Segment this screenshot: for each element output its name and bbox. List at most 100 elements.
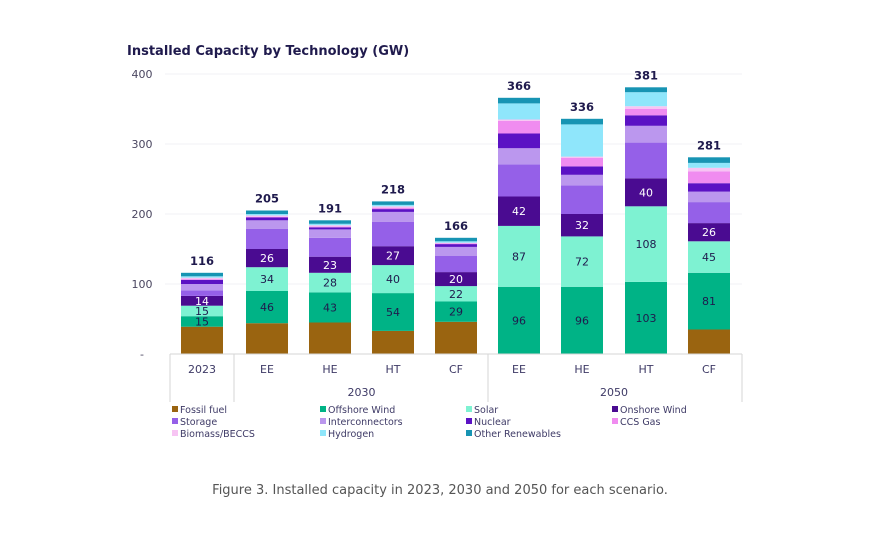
bar-segment xyxy=(181,316,223,327)
segment-label: 81 xyxy=(702,295,716,308)
legend-swatch xyxy=(612,406,618,412)
bar-segment xyxy=(181,290,223,296)
total-label: 381 xyxy=(634,68,658,82)
legend-item: CCS Gas xyxy=(612,417,660,428)
bar-segment xyxy=(246,291,288,324)
bar-segment xyxy=(688,223,730,242)
segment-label: 28 xyxy=(323,277,337,290)
segment-label: 40 xyxy=(639,186,653,199)
bar-segment xyxy=(246,216,288,218)
bar-segment xyxy=(181,279,223,284)
bar-segment xyxy=(246,215,288,217)
bar-segment xyxy=(372,204,414,207)
bar-segment xyxy=(688,329,730,354)
total-label: 366 xyxy=(507,79,531,93)
bar-segment xyxy=(246,249,288,268)
total-label: 116 xyxy=(190,254,214,268)
bar-segment xyxy=(688,167,730,172)
bar-segment xyxy=(688,171,730,184)
bar-segment xyxy=(625,142,667,179)
bar-segment xyxy=(372,207,414,210)
bar-segment xyxy=(246,217,288,221)
bar-segment xyxy=(625,87,667,93)
bar-segment xyxy=(625,109,667,116)
legend-item: Onshore Wind xyxy=(612,405,687,416)
bar-segment xyxy=(372,209,414,212)
bar-segment xyxy=(688,157,730,163)
bar-segment xyxy=(435,246,477,256)
bar-segment xyxy=(435,272,477,287)
bar-segment xyxy=(309,256,351,273)
bar-stack: 29 22 20 xyxy=(435,237,477,354)
legend-label: Nuclear xyxy=(474,417,511,428)
segment-label: 54 xyxy=(386,306,400,319)
bar-segment xyxy=(625,178,667,207)
x-tick-label: EE xyxy=(260,363,274,376)
legend-label: Solar xyxy=(474,405,498,416)
bar-segment xyxy=(181,276,223,278)
bar-segment xyxy=(498,148,540,165)
segment-label: 103 xyxy=(636,312,657,325)
legend-item: Nuclear xyxy=(466,417,511,428)
legend-item: Interconnectors xyxy=(320,417,403,428)
bar-segment xyxy=(561,158,603,167)
legend-item: Offshore Wind xyxy=(320,405,395,416)
legend-item: Hydrogen xyxy=(320,429,374,440)
segment-label: 46 xyxy=(260,301,274,314)
segment-label: 29 xyxy=(449,306,463,319)
bar-segment xyxy=(435,256,477,273)
segment-label: 27 xyxy=(386,250,400,263)
segment-label: 96 xyxy=(575,314,589,327)
bar-segment xyxy=(372,265,414,294)
bar-segment xyxy=(498,133,540,149)
legend-item: Fossil fuel xyxy=(172,405,227,416)
y-tick-label: 400 xyxy=(132,68,153,81)
segment-label: 43 xyxy=(323,301,337,314)
total-label: 281 xyxy=(697,138,721,152)
bar-segment xyxy=(435,242,477,244)
bar-segment xyxy=(309,237,351,257)
segment-label: 34 xyxy=(260,273,274,286)
bar-segment xyxy=(372,246,414,266)
bar-segment xyxy=(625,206,667,282)
legend-label: Offshore Wind xyxy=(328,405,395,416)
segment-label: 14 xyxy=(195,295,209,308)
bar-segment xyxy=(309,229,351,238)
bar-segment xyxy=(435,243,477,245)
bar-segment xyxy=(181,295,223,306)
bar-segment xyxy=(688,272,730,330)
legend: Fossil fuel Offshore Wind Solar Onshore Win… xyxy=(172,405,687,440)
bar-segment xyxy=(309,223,351,226)
legend-swatch xyxy=(612,418,618,424)
bar-segment xyxy=(625,106,667,109)
segment-label: 72 xyxy=(575,256,589,269)
bar-segment xyxy=(181,305,223,317)
bar-segment xyxy=(498,97,540,104)
legend-label: Storage xyxy=(180,417,217,428)
segment-label: 96 xyxy=(512,314,526,327)
legend-swatch xyxy=(172,418,178,424)
bar-segment xyxy=(435,237,477,242)
total-labels: 116 205 191 218 166 366 336 381 281 xyxy=(190,68,721,267)
bar-segment xyxy=(625,92,667,107)
segment-label: 20 xyxy=(449,273,463,286)
bar-segment xyxy=(625,281,667,354)
total-label: 205 xyxy=(255,192,279,206)
bar-stack: 96 72 32 xyxy=(561,118,603,354)
total-label: 191 xyxy=(318,201,342,215)
bar-segment xyxy=(498,120,540,134)
bar-segment xyxy=(625,115,667,126)
segment-label: 87 xyxy=(512,250,526,263)
segment-label: 22 xyxy=(449,288,463,301)
x-tick-label: HE xyxy=(322,363,337,376)
bar-segment xyxy=(688,162,730,168)
segment-label: 42 xyxy=(512,205,526,218)
bar-segment xyxy=(561,214,603,237)
segment-label: 23 xyxy=(323,259,337,272)
bar-segment xyxy=(181,284,223,291)
bar-segment xyxy=(309,227,351,230)
segment-label: 26 xyxy=(260,252,274,265)
